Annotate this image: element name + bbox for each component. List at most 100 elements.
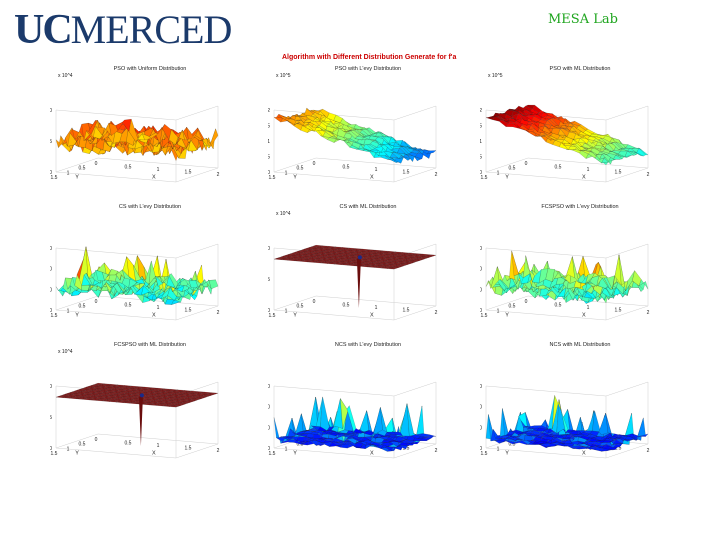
axis-box-line	[485, 447, 607, 459]
z-tick-label: 2	[268, 108, 270, 114]
z-tick-label: 0	[480, 446, 482, 452]
x-tick-label: 1	[587, 167, 590, 173]
x-tick-label: 0.5	[125, 165, 132, 171]
figure-title: Algorithm with Different Distribution Ge…	[282, 54, 457, 61]
y-axis-label: Y	[293, 451, 297, 457]
x-tick-label: 1	[375, 305, 378, 311]
z-exponent: x 10^4	[58, 349, 73, 355]
z-tick-label: 10	[50, 108, 52, 114]
surface-plot-2: PSO with L'evy Distribution x 10^5 0 0.5 1 1.…	[259, 66, 438, 183]
z-tick-label: 600	[50, 246, 52, 252]
axis-box-line	[55, 171, 177, 183]
y-tick-label: 1.5	[269, 451, 276, 457]
y-tick-label: 1.5	[481, 313, 488, 319]
surface-mesh	[485, 395, 649, 452]
surface-facet	[208, 392, 219, 395]
axis-box-line	[527, 157, 649, 169]
logo-uc: UC	[14, 7, 73, 53]
surface-facet	[638, 433, 649, 437]
axis-box-line	[315, 295, 437, 307]
y-axis-label: Y	[505, 175, 509, 181]
axis-box-line	[485, 309, 607, 321]
x-tick-label: 1	[375, 167, 378, 173]
z-exponent: x 10^4	[58, 73, 73, 79]
chart-title: NCS with ML Distribution	[550, 342, 611, 348]
x-tick-label: 1	[157, 443, 160, 449]
axis-box-line	[97, 433, 219, 445]
surface-facet	[638, 148, 649, 155]
axis-box-line	[175, 167, 219, 183]
axis-box-line	[273, 157, 317, 173]
surface-plot-8: NCS with L'evy Distribution050100150Z1.5…	[259, 342, 438, 459]
x-tick-label: 2	[647, 448, 650, 454]
chart-title: PSO with L'evy Distribution	[335, 66, 401, 72]
x-tick-label: 1.5	[615, 308, 622, 314]
minimum-marker	[357, 255, 362, 260]
x-tick-label: 0.5	[343, 303, 350, 309]
z-tick-label: 100	[268, 405, 270, 411]
z-tick-label: 0	[480, 170, 482, 176]
axis-box-line	[97, 157, 219, 169]
y-tick-label: 0	[95, 299, 98, 305]
surface-facet	[565, 256, 575, 279]
y-tick-label: 1.5	[481, 175, 488, 181]
z-tick-label: 1.5	[480, 124, 482, 130]
x-tick-label: 0.5	[125, 303, 132, 309]
x-tick-label: 1.5	[615, 170, 622, 176]
z-tick-label: 5	[50, 415, 52, 421]
axis-box-line	[605, 381, 649, 397]
chart-title: NCS with L'evy Distribution	[335, 342, 401, 348]
x-tick-label: 0.5	[555, 303, 562, 309]
y-tick-label: 1	[285, 170, 288, 176]
y-tick-label: 1	[67, 446, 70, 452]
surface-facet	[208, 279, 219, 289]
surface-mesh	[55, 119, 219, 161]
surface-mesh	[273, 245, 437, 270]
y-tick-label: 0.5	[509, 442, 516, 448]
chart-title: CS with L'evy Distribution	[119, 204, 181, 210]
y-tick-label: 1.5	[269, 313, 276, 319]
chart-title: PSO with ML Distribution	[550, 66, 611, 72]
surface-spike	[138, 396, 143, 446]
x-tick-label: 2	[435, 310, 438, 316]
z-tick-label: 0.5	[268, 155, 270, 161]
x-axis-label: X	[152, 451, 156, 457]
x-tick-label: 2	[435, 448, 438, 454]
surface-plot-6: FCSPSO with L'evy Distribution 0 200 400 600…	[471, 204, 650, 321]
surface-mesh	[55, 246, 219, 305]
z-tick-label: 200	[50, 287, 52, 293]
y-axis-label: Y	[75, 175, 79, 181]
x-tick-label: 0.5	[343, 165, 350, 171]
x-tick-label: 0.5	[555, 165, 562, 171]
x-axis-label: X	[582, 451, 586, 457]
x-axis-label: X	[370, 313, 374, 319]
surface-spike	[356, 258, 361, 308]
z-tick-label: 50	[268, 425, 270, 431]
axis-box-line	[273, 447, 395, 459]
axis-box-line	[605, 443, 649, 459]
axis-box-line	[605, 305, 649, 321]
y-tick-label: 1	[497, 170, 500, 176]
minimum-marker	[139, 393, 144, 398]
axis-box-line	[55, 109, 177, 121]
axis-box-line	[273, 295, 317, 311]
chart-title: PSO with Uniform Distribution	[114, 66, 187, 72]
chart-panel-9: NCS with ML Distribution050100150Z1.510.…	[471, 338, 680, 468]
y-tick-label: 0.5	[79, 442, 86, 448]
y-tick-label: 0.5	[509, 304, 516, 310]
axis-box-line	[175, 443, 219, 459]
axis-box-line	[393, 443, 437, 459]
z-tick-label: 10	[50, 384, 52, 390]
y-tick-label: 1.5	[481, 451, 488, 457]
x-tick-label: 1.5	[615, 446, 622, 452]
x-tick-label: 2	[647, 310, 650, 316]
chart-title: FCSPSO with ML Distribution	[114, 342, 186, 348]
axis-box-line	[97, 295, 219, 307]
y-tick-label: 1	[67, 308, 70, 314]
chart-title: CS with ML Distribution	[340, 204, 397, 210]
surface-facet	[359, 410, 370, 434]
axis-box-line	[273, 171, 395, 183]
x-tick-label: 2	[647, 172, 650, 178]
